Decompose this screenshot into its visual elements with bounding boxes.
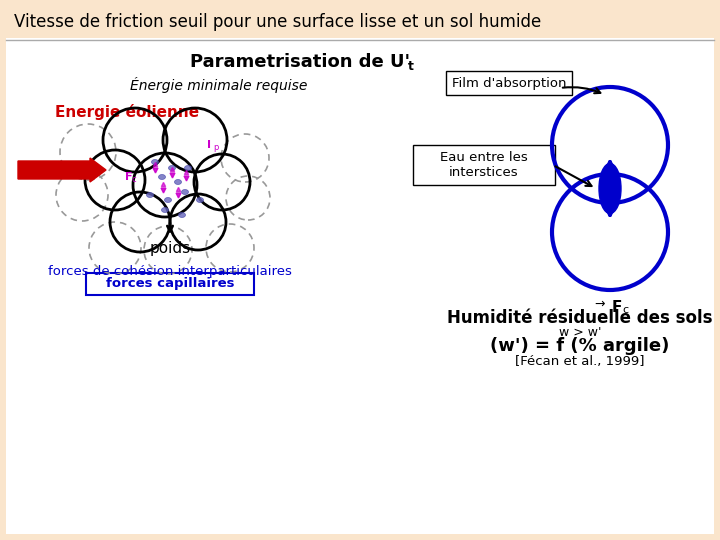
Text: Vitesse de friction seuil pour une surface lisse et un sol humide: Vitesse de friction seuil pour une surfa…: [14, 13, 541, 31]
Text: Film d'absorption: Film d'absorption: [451, 77, 566, 90]
Ellipse shape: [179, 213, 186, 218]
Ellipse shape: [197, 198, 204, 202]
FancyBboxPatch shape: [6, 38, 714, 534]
Text: →: →: [595, 298, 605, 310]
FancyBboxPatch shape: [446, 71, 572, 95]
Text: F: F: [125, 172, 132, 182]
Text: t: t: [408, 60, 414, 73]
Ellipse shape: [161, 207, 168, 213]
Text: p: p: [213, 144, 218, 152]
Text: poids: poids: [150, 240, 191, 255]
Text: forces capillaires: forces capillaires: [106, 278, 234, 291]
Ellipse shape: [181, 190, 189, 194]
FancyBboxPatch shape: [86, 273, 254, 295]
FancyBboxPatch shape: [6, 6, 714, 38]
Ellipse shape: [158, 174, 166, 179]
Text: Eau entre les
interstices: Eau entre les interstices: [440, 151, 528, 179]
Text: c: c: [132, 176, 137, 185]
Ellipse shape: [168, 165, 176, 171]
FancyBboxPatch shape: [413, 145, 555, 185]
Ellipse shape: [151, 159, 158, 165]
Text: Parametrisation de U': Parametrisation de U': [190, 53, 410, 71]
Text: Energie éolienne: Energie éolienne: [55, 104, 199, 120]
Text: Énergie minimale requise: Énergie minimale requise: [130, 77, 307, 93]
Text: (w') = f (% argile): (w') = f (% argile): [490, 337, 670, 355]
Text: F: F: [612, 300, 622, 314]
Ellipse shape: [184, 165, 192, 171]
Ellipse shape: [174, 179, 181, 185]
Text: [Fécan et al., 1999]: [Fécan et al., 1999]: [516, 355, 644, 368]
Ellipse shape: [599, 164, 621, 213]
Ellipse shape: [146, 192, 153, 198]
Text: I: I: [207, 140, 211, 150]
Text: c: c: [622, 305, 628, 315]
Text: Humidité résiduelle des sols: Humidité résiduelle des sols: [447, 309, 713, 327]
Text: w > w': w > w': [559, 326, 601, 339]
FancyArrow shape: [18, 158, 106, 182]
Text: forces de cohésion interparticulaires: forces de cohésion interparticulaires: [48, 266, 292, 279]
Ellipse shape: [164, 198, 171, 202]
